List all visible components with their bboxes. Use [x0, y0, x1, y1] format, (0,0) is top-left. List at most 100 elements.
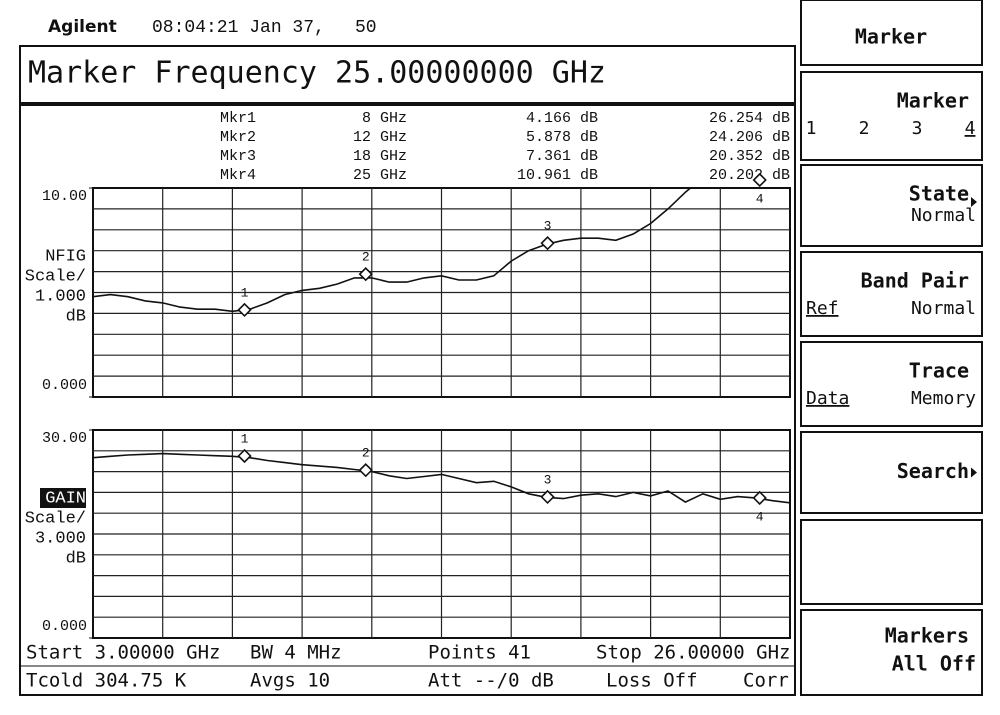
marker-number: 3 [544, 472, 552, 487]
marker-diamond [358, 463, 373, 478]
softkey-option: Ref [806, 298, 839, 319]
active-function: Marker Frequency 25.00000000 GHz [28, 56, 606, 91]
softkey-box [800, 341, 983, 427]
submenu-arrow [971, 467, 977, 478]
softkey [800, 519, 983, 605]
setting: Tcold 304.75 K [26, 670, 187, 692]
softkey-option: 1 [806, 118, 817, 139]
status: 50 [355, 18, 377, 38]
softkey-box [800, 164, 983, 247]
softkey[interactable]: Marker 1 2 3 4 [800, 71, 983, 161]
setting: Avgs 10 [250, 670, 330, 692]
softkey: Marker [800, 0, 983, 66]
brand: Agilent [48, 17, 117, 37]
label-highlight [40, 488, 86, 508]
marker-number: 3 [544, 219, 552, 234]
marker-readout: 8 GHz [362, 110, 407, 127]
softkey-label: Trace [909, 359, 969, 383]
softkey-label: Band Pair [861, 269, 969, 293]
marker-readout: 20.202 dB [709, 167, 790, 184]
softkey-option: Normal [911, 298, 976, 319]
marker-readout: Mkr3 [220, 148, 256, 165]
y-tick-label: 0.000 [42, 377, 87, 394]
marker-readout: 25 GHz [353, 167, 407, 184]
y-axis-label: dB [66, 549, 86, 568]
marker-readout: Mkr4 [220, 167, 256, 184]
marker-readout: 4.166 dB [526, 110, 598, 127]
title-box [19, 45, 796, 104]
trace [93, 452, 790, 504]
marker-readout: 26.254 dB [709, 110, 790, 127]
marker-readout: 24.206 dB [709, 129, 790, 146]
marker-number: 2 [362, 250, 370, 265]
y-axis-label: Scale/ [25, 267, 86, 286]
y-tick-label: 10.00 [42, 188, 87, 205]
softkey-label: Markers [885, 624, 969, 648]
marker-number: 4 [756, 509, 764, 524]
softkey-label: State [909, 182, 969, 206]
y-axis-label: 3.000 [35, 529, 86, 548]
menu-title: Marker [855, 25, 927, 49]
marker-readout: 20.352 dB [709, 148, 790, 165]
marker-diamond [358, 267, 373, 282]
softkey-option: 4 [965, 118, 976, 139]
softkey[interactable]: Trace Data Memory [800, 341, 983, 427]
softkey[interactable]: Markers All Off [800, 609, 983, 696]
softkey-option: Normal [911, 205, 976, 226]
setting: Stop 26.00000 GHz [596, 642, 790, 664]
marker-number: 1 [241, 431, 249, 446]
y-axis-label: 1.000 [35, 287, 86, 306]
softkey-option: Data [806, 388, 849, 409]
marker-diamond [237, 448, 252, 464]
marker-readout: 18 GHz [353, 148, 407, 165]
marker-diamond [752, 490, 767, 506]
softkey-option: All Off [892, 652, 976, 676]
setting: Loss Off [606, 670, 698, 692]
y-axis-label: NFIG [45, 247, 86, 266]
softkey-label: Marker [897, 89, 969, 113]
softkey-option: 2 [859, 118, 870, 139]
marker-readout: 12 GHz [353, 129, 407, 146]
marker-diamond [237, 302, 252, 318]
marker-number: 1 [241, 285, 249, 300]
marker-readout: 7.361 dB [526, 148, 598, 165]
setting: Att --/0 dB [428, 670, 554, 692]
setting: Points 41 [428, 642, 531, 664]
submenu-arrow [971, 197, 977, 207]
softkey-box [800, 0, 983, 66]
softkey-box [800, 431, 983, 514]
softkey-label: Search [897, 459, 969, 483]
softkey[interactable]: Search [800, 431, 983, 514]
marker-readout: 5.878 dB [526, 129, 598, 146]
screen-frame [19, 104, 796, 696]
y-axis-label: Scale/ [25, 509, 86, 528]
softkey-box [800, 71, 983, 161]
y-tick-label: 30.00 [42, 430, 87, 447]
setting: Start 3.00000 GHz [26, 642, 220, 664]
softkey-option: 3 [912, 118, 923, 139]
marker-diamond [752, 172, 767, 188]
softkey-box [800, 519, 983, 605]
marker-number: 2 [362, 446, 370, 461]
marker-number: 4 [756, 191, 764, 206]
y-tick-label: 0.000 [42, 618, 87, 635]
clock: 08:04:21 Jan 37, [152, 18, 325, 38]
setting: Corr [743, 670, 789, 692]
softkey-box [800, 609, 983, 696]
softkey[interactable]: Band Pair Ref Normal [800, 251, 983, 337]
marker-diamond [540, 489, 555, 505]
y-axis-label: dB [66, 307, 86, 326]
softkey-option: Memory [911, 388, 976, 409]
trace [93, 188, 692, 313]
marker-readout: Mkr2 [220, 129, 256, 146]
marker-readout: Mkr1 [220, 110, 256, 127]
setting: BW 4 MHz [250, 642, 342, 664]
softkey-box [800, 251, 983, 337]
marker-readout: 10.961 dB [517, 167, 598, 184]
marker-diamond [540, 236, 555, 251]
